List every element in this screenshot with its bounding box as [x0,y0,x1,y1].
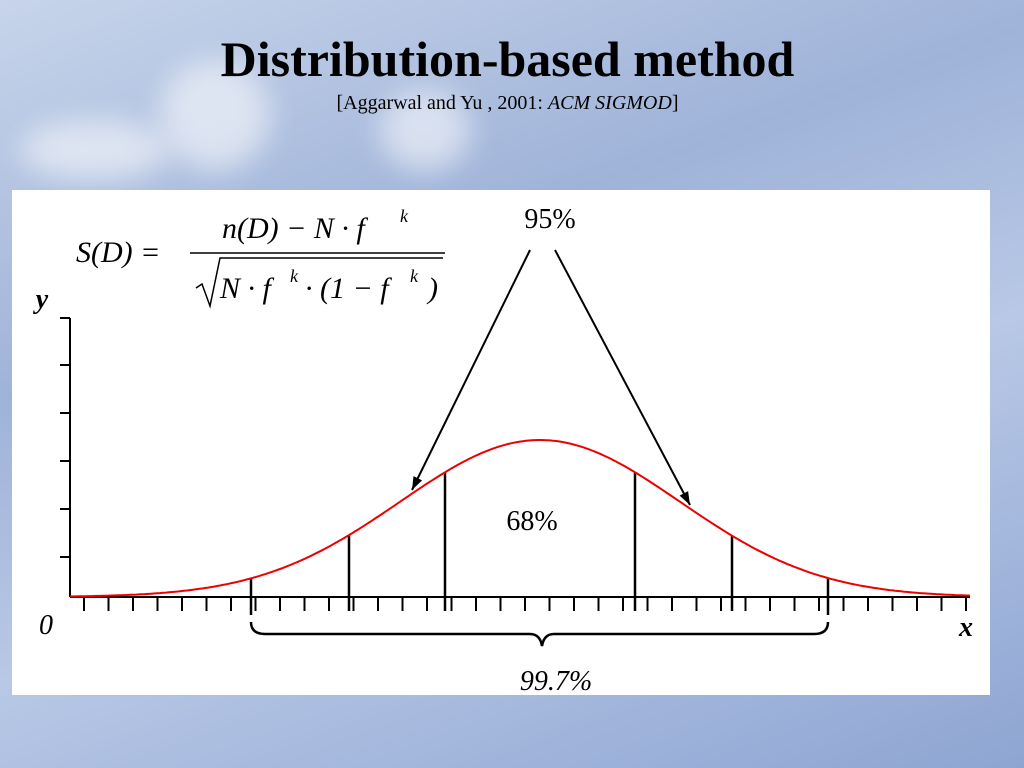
diagram-panel [12,190,990,695]
arrow [411,249,531,491]
formula-numerator: n(D) − N · f [222,212,368,245]
arrow [554,249,691,506]
y-axis-label: y [33,284,49,315]
citation-text: [Aggarwal and Yu , 2001: [336,92,548,114]
citation: [Aggarwal and Yu , 2001: ACM SIGMOD] [0,92,1015,115]
bottom-label: 99.7% [520,666,592,697]
background-blob [20,120,170,180]
slide-title: Distribution-based method [220,31,795,87]
background-blob [160,60,270,170]
formula-denominator: ) [426,272,438,305]
origin-label: 0 [39,610,53,641]
formula-exponent: k [400,206,409,226]
arrow-head [412,476,423,490]
formula-exponent: k [410,266,419,286]
citation-close: ] [671,92,679,114]
brace [249,621,830,647]
formula-exponent: k [290,266,299,286]
center-label: 68% [506,506,557,537]
arrow-head [679,491,690,505]
background-blob [380,90,470,170]
top-label: 95% [524,204,575,235]
formula: S(D) = n(D) − N · f k N · f k · (1 − f k… [76,206,445,309]
citation-venue: ACM SIGMOD [547,92,672,114]
x-axis-label: x [958,612,973,643]
formula-denominator: N · f [219,272,275,305]
sqrt-sign [195,257,443,309]
plot [60,249,971,647]
normal-curve [70,439,971,598]
formula-lhs: S(D) = [76,236,160,269]
formula-denominator: · (1 − f [305,272,392,305]
